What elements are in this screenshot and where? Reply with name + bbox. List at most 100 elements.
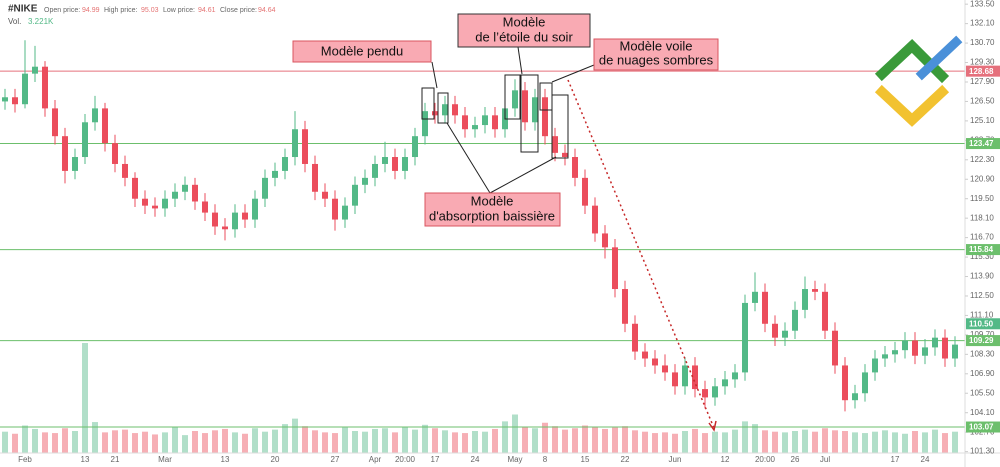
candle-body (892, 350, 898, 355)
y-tick-label: 105.50 (970, 388, 995, 397)
volume-bar (852, 432, 858, 453)
candle-body (302, 129, 308, 164)
volume-bar (322, 432, 328, 453)
candle-body (512, 90, 518, 109)
volume-bar (952, 431, 958, 453)
x-tick-label: Apr (369, 455, 382, 464)
y-tick-label: 130.70 (970, 38, 995, 47)
x-tick-label: 20:00 (755, 455, 776, 464)
volume-bar (632, 430, 638, 453)
candle-body (252, 198, 258, 220)
y-tick-label: 132.10 (970, 19, 995, 28)
volume-bar (72, 431, 78, 453)
volume-value: 3.221K (28, 17, 54, 26)
candle-body (532, 97, 538, 123)
volume-bar (562, 429, 568, 453)
volume-bar (162, 432, 168, 453)
volume-bar (942, 433, 948, 453)
volume-bar (22, 425, 28, 453)
field-label: High price: (104, 7, 138, 14)
volume-bar (192, 431, 198, 453)
candle-body (152, 205, 158, 209)
y-tick-label: 108.30 (970, 349, 995, 358)
x-tick-label: Feb (18, 455, 32, 464)
volume-bar (522, 426, 528, 453)
x-tick-label: 26 (791, 455, 800, 464)
candle-body (752, 291, 758, 303)
volume-bar (342, 427, 348, 453)
x-tick-label: 24 (921, 455, 930, 464)
volume-bar (282, 424, 288, 453)
candle-body (562, 152, 568, 158)
x-tick-label: Jul (820, 455, 830, 464)
volume-bar (402, 426, 408, 453)
volume-bar (412, 429, 418, 453)
candle-body (582, 177, 588, 206)
y-tick-label: 118.10 (970, 213, 994, 222)
candle-body (712, 386, 718, 398)
x-tick-label: 17 (431, 455, 440, 464)
volume-bar (622, 426, 628, 453)
level-label: 109.29 (969, 336, 994, 345)
volume-bar (572, 428, 578, 453)
candle-body (92, 108, 98, 123)
candle-body (362, 177, 368, 185)
candle-body (172, 191, 178, 199)
field-value: 94.99 (82, 7, 100, 14)
field-label: Low price: (163, 7, 195, 14)
candle-body (952, 344, 958, 359)
candle-body (722, 379, 728, 387)
pattern-frames (421, 46, 595, 194)
volume-bar (422, 424, 428, 453)
x-tick-label: 8 (543, 455, 548, 464)
candle-body (432, 111, 438, 116)
field-value: 94.64 (258, 7, 276, 14)
volume-bar (452, 432, 458, 453)
y-tick-label: 119.50 (970, 194, 994, 203)
annotation-text: Modèle (471, 193, 514, 208)
level-label: 128.68 (969, 67, 994, 76)
volume-bar (232, 432, 238, 453)
candle-body (332, 198, 338, 220)
volume-bar (802, 429, 808, 453)
annotation-text: de l’étoile du soir (475, 29, 573, 44)
volume-layer (2, 343, 958, 453)
volume-bar (52, 433, 58, 453)
volume-bar (812, 431, 818, 453)
volume-bar (832, 430, 838, 453)
candle-body (272, 170, 278, 178)
candle-body (662, 365, 668, 373)
volume-bar (12, 433, 18, 453)
level-label: 103.07 (969, 423, 994, 432)
level-label: 115.84 (969, 245, 994, 254)
candle-body (42, 66, 48, 109)
candle-body (262, 177, 268, 199)
candle-body (622, 289, 628, 324)
arrow-head (708, 420, 717, 432)
level-label-box (966, 335, 1000, 347)
volume-bar (912, 431, 918, 453)
candle-body (842, 365, 848, 401)
volume-bar (502, 421, 508, 453)
volume-bar (542, 422, 548, 453)
candle-body (132, 177, 138, 199)
field-value: 94.61 (198, 7, 216, 14)
volume-bar (272, 429, 278, 453)
x-tick-label: 27 (331, 455, 340, 464)
candle-body (762, 291, 768, 324)
volume-bar (842, 431, 848, 453)
volume-bar (302, 426, 308, 453)
y-tick-label: 104.10 (970, 408, 995, 417)
volume-bar (182, 435, 188, 453)
volume-bar (132, 433, 138, 453)
candle-body (342, 205, 348, 220)
candle-body (692, 365, 698, 390)
candle-body (102, 108, 108, 144)
candle-body (22, 73, 28, 105)
level-label-box (966, 138, 1000, 150)
y-tick-label: 101.30 (970, 447, 995, 456)
candle-body (672, 372, 678, 387)
candle-body (192, 184, 198, 202)
x-tick-label: 13 (221, 455, 230, 464)
